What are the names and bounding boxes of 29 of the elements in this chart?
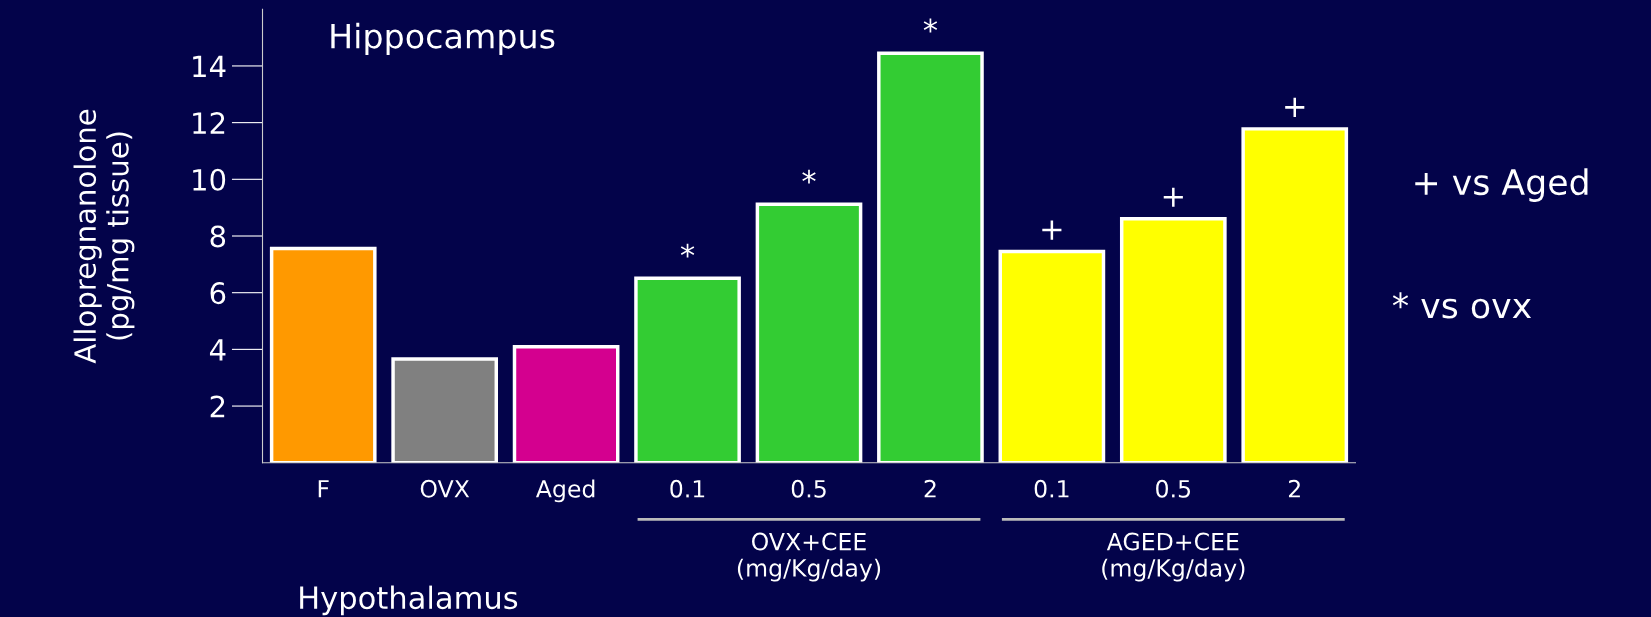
x-tick-label: 2	[1288, 479, 1300, 498]
text: * vs ovx	[1392, 292, 1532, 319]
x-tick-label: 0.1	[670, 479, 705, 498]
chart-title: Hippocampus	[331, 22, 555, 56]
y-tick-label: 6	[210, 282, 226, 305]
data-label: *	[680, 243, 695, 258]
y-tick-label: 12	[193, 112, 225, 134]
data-label: +	[1042, 220, 1062, 240]
text: + vs Aged	[1415, 168, 1588, 202]
data-label: *	[923, 18, 938, 33]
x-tick-label: 0.5	[1156, 479, 1191, 498]
y-axis-title: Allopregnanolone (pg/mg tissue)	[73, 109, 135, 364]
x-tick-label: 0.5	[791, 479, 826, 498]
x-tick-label: F	[318, 480, 329, 498]
text: OVX+CEE (mg/Kg/day)	[737, 532, 881, 582]
data-label: *	[802, 169, 816, 184]
y-tick-label: 10	[193, 168, 226, 191]
y-tick-label: 8	[210, 225, 226, 248]
data-label: +	[1163, 187, 1183, 207]
y-tick-label: 14	[193, 55, 226, 78]
data-label: +	[1285, 97, 1305, 117]
x-tick-label: 0.1	[1034, 479, 1069, 498]
text: Hypothalamus	[300, 585, 518, 616]
x-tick-label: OVX	[420, 479, 470, 498]
text: AGED+CEE (mg/Kg/day)	[1102, 532, 1245, 582]
x-tick-label: Aged	[535, 479, 595, 503]
y-tick-label: 4	[209, 339, 226, 361]
y-tick-label: 2	[210, 395, 225, 418]
x-tick-label: 2	[924, 479, 936, 498]
